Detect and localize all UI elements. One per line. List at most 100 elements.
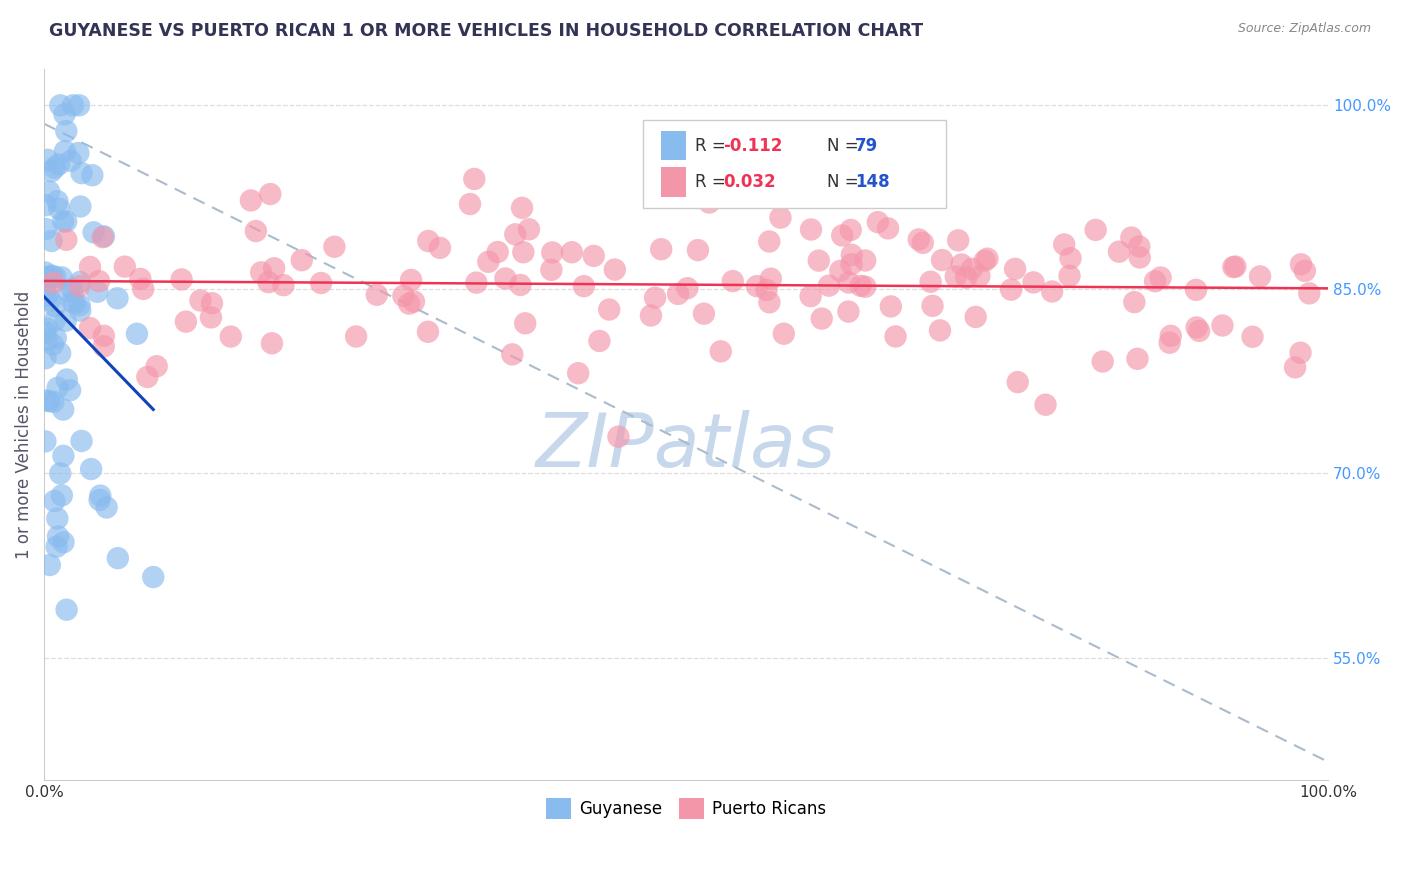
- Point: [1160, 329, 1182, 343]
- Point: [142, 570, 165, 584]
- Point: [686, 243, 709, 257]
- Point: [257, 275, 280, 289]
- Point: [60, 282, 83, 296]
- Point: [810, 311, 832, 326]
- Point: [49, 467, 72, 481]
- Point: [93, 339, 115, 353]
- Point: [34, 198, 56, 212]
- Point: [37, 153, 59, 167]
- Point: [1249, 269, 1271, 284]
- Text: N =: N =: [827, 136, 863, 154]
- Text: ZIPatlas: ZIPatlas: [536, 409, 837, 482]
- Point: [965, 310, 987, 324]
- Point: [1121, 230, 1143, 244]
- Point: [837, 304, 859, 318]
- Point: [1000, 283, 1022, 297]
- Point: [35, 333, 58, 347]
- Point: [907, 232, 929, 246]
- Point: [52, 535, 75, 549]
- Text: N =: N =: [827, 173, 863, 191]
- Point: [46, 529, 69, 543]
- Point: [644, 291, 666, 305]
- Point: [800, 222, 823, 236]
- Point: [1225, 260, 1247, 274]
- Point: [145, 359, 167, 374]
- Text: R =: R =: [695, 136, 731, 154]
- Point: [540, 262, 562, 277]
- Point: [250, 265, 273, 279]
- Point: [509, 277, 531, 292]
- Point: [1149, 270, 1171, 285]
- Point: [841, 257, 863, 271]
- Point: [1108, 244, 1130, 259]
- Point: [567, 366, 589, 380]
- Point: [55, 372, 77, 386]
- Point: [63, 296, 86, 310]
- Point: [486, 245, 509, 260]
- Point: [1284, 360, 1306, 375]
- Point: [41, 268, 63, 283]
- Point: [1289, 257, 1312, 271]
- Point: [42, 394, 65, 409]
- Point: [1059, 268, 1081, 283]
- Text: -0.112: -0.112: [723, 136, 782, 154]
- Point: [676, 281, 699, 295]
- Point: [201, 296, 224, 310]
- Point: [132, 282, 155, 296]
- Point: [759, 271, 782, 285]
- Point: [458, 197, 481, 211]
- Point: [921, 299, 943, 313]
- Point: [114, 260, 136, 274]
- Point: [640, 309, 662, 323]
- Point: [866, 215, 889, 229]
- Point: [70, 166, 93, 180]
- Point: [1091, 354, 1114, 368]
- Point: [38, 394, 60, 409]
- Point: [399, 273, 422, 287]
- Point: [44, 313, 66, 327]
- Point: [80, 462, 103, 476]
- Point: [107, 551, 129, 566]
- Point: [1289, 345, 1312, 359]
- Point: [955, 270, 977, 285]
- Point: [561, 245, 583, 260]
- Point: [607, 430, 630, 444]
- Point: [510, 201, 533, 215]
- Point: [51, 270, 73, 285]
- Point: [34, 434, 56, 449]
- Point: [1129, 251, 1152, 265]
- Point: [200, 310, 222, 325]
- Point: [67, 279, 90, 293]
- Point: [46, 194, 69, 209]
- Point: [309, 276, 332, 290]
- Point: [53, 144, 76, 158]
- Point: [572, 279, 595, 293]
- Point: [853, 279, 876, 293]
- Point: [273, 278, 295, 293]
- Point: [721, 274, 744, 288]
- Point: [830, 264, 852, 278]
- Point: [35, 222, 58, 236]
- Point: [83, 225, 105, 239]
- Point: [93, 328, 115, 343]
- Point: [465, 276, 488, 290]
- Point: [1298, 286, 1320, 301]
- Point: [1084, 223, 1107, 237]
- Point: [517, 222, 540, 236]
- Point: [849, 278, 872, 293]
- Point: [79, 321, 101, 335]
- Point: [697, 195, 720, 210]
- Point: [463, 172, 485, 186]
- Point: [48, 202, 70, 216]
- Point: [1004, 261, 1026, 276]
- Point: [960, 261, 983, 276]
- Point: [323, 240, 346, 254]
- Point: [67, 98, 90, 112]
- Point: [70, 434, 93, 448]
- Point: [710, 344, 733, 359]
- Point: [263, 261, 285, 276]
- Point: [79, 260, 101, 274]
- Point: [758, 235, 780, 249]
- Point: [398, 296, 420, 310]
- Point: [96, 500, 118, 515]
